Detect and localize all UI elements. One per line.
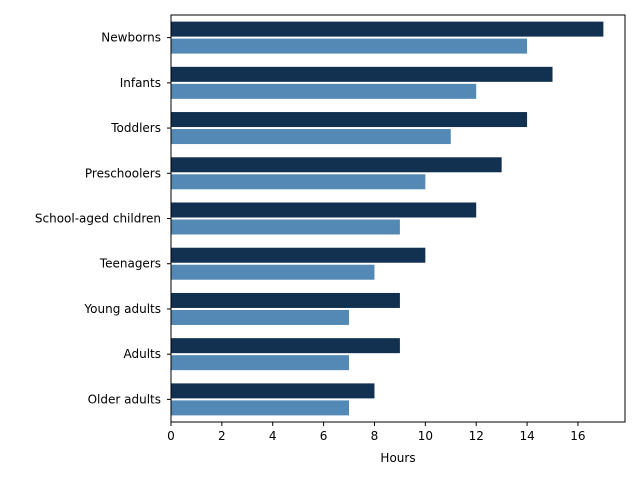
bar-series-2-adults [171, 355, 350, 371]
x-tick-label: 10 [418, 429, 433, 443]
plot-frame [170, 14, 626, 423]
bar-series-1-teenagers [171, 247, 426, 263]
bar-series-2-toddlers [171, 129, 451, 145]
bar-series-2-infants [171, 83, 477, 99]
bar-series-2-young-adults [171, 309, 350, 325]
bar-series-2-newborns [171, 38, 528, 54]
bar-series-2-teenagers [171, 264, 375, 280]
bar-series-1-older-adults [171, 383, 375, 399]
y-tick-label: Preschoolers [85, 166, 161, 180]
y-tick-label: Toddlers [110, 121, 161, 135]
bar-series-1-preschoolers [171, 157, 502, 173]
y-tick-label: Adults [123, 347, 161, 361]
y-tick-label: Newborns [101, 31, 161, 45]
bar-series-1-infants [171, 66, 553, 82]
bar-series-2-older-adults [171, 400, 350, 416]
x-tick-label: 12 [469, 429, 484, 443]
bar-series-2-school-aged-children [171, 219, 400, 235]
bar-series-1-adults [171, 338, 400, 354]
x-axis-label: Hours [380, 451, 415, 465]
x-axis: 0 2 4 6 8 10 12 14 16 [167, 422, 586, 443]
bar-series-1-toddlers [171, 112, 528, 128]
y-tick-label: Young adults [83, 302, 161, 316]
x-tick-label: 6 [320, 429, 328, 443]
bar-series-2-preschoolers [171, 174, 426, 190]
bar-series-1-school-aged-children [171, 202, 477, 218]
y-tick-label: School-aged children [35, 212, 161, 226]
bar-series-1-young-adults [171, 292, 400, 308]
bars-layer [171, 21, 604, 416]
x-tick-label: 16 [570, 429, 585, 443]
bar-series-1-newborns [171, 21, 604, 37]
x-tick-label: 14 [519, 429, 534, 443]
x-tick-label: 0 [167, 429, 175, 443]
x-tick-label: 4 [269, 429, 277, 443]
x-tick-label: 8 [371, 429, 379, 443]
x-tick-label: 2 [218, 429, 226, 443]
y-tick-label: Older adults [88, 392, 161, 406]
y-tick-label: Infants [120, 76, 161, 90]
y-tick-label: Teenagers [99, 257, 161, 271]
y-axis: Newborns Infants Toddlers Preschoolers Schoo… [35, 31, 171, 406]
